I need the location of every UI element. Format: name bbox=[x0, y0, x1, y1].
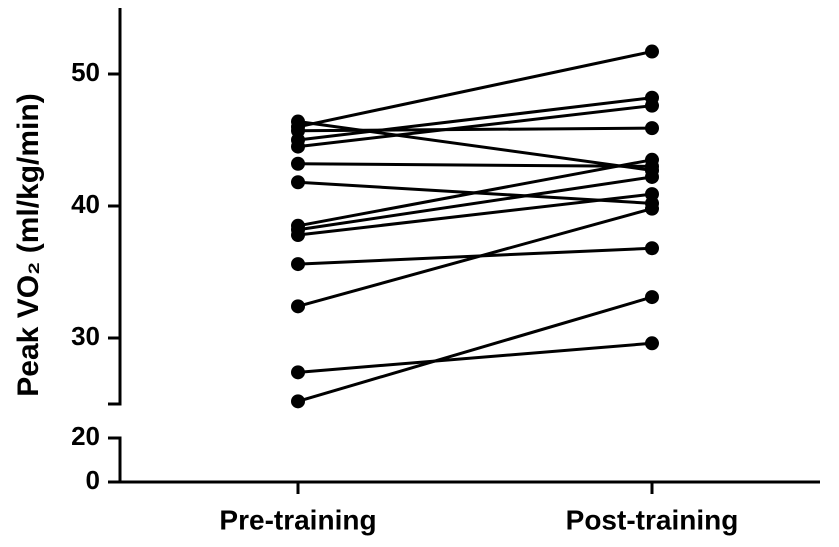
data-point bbox=[291, 394, 305, 409]
data-point bbox=[291, 175, 305, 190]
data-point bbox=[645, 121, 659, 136]
y-axis-upper bbox=[108, 8, 122, 406]
data-point bbox=[645, 152, 659, 167]
data-point bbox=[645, 187, 659, 202]
series-line bbox=[297, 158, 653, 228]
y-tick-label: 20 bbox=[71, 421, 100, 451]
data-point bbox=[291, 257, 305, 272]
data-point bbox=[291, 156, 305, 171]
x-tick-label: Post-training bbox=[566, 504, 739, 535]
data-point bbox=[291, 139, 305, 154]
series-line bbox=[297, 162, 653, 168]
series-line bbox=[297, 104, 653, 149]
y-axis-lower bbox=[108, 436, 820, 484]
data-point bbox=[645, 98, 659, 113]
data-point bbox=[645, 201, 659, 216]
series-line bbox=[297, 126, 653, 133]
data-point bbox=[291, 299, 305, 314]
data-point bbox=[645, 336, 659, 351]
data-point bbox=[645, 44, 659, 59]
series-line bbox=[297, 295, 653, 403]
series-line bbox=[297, 50, 653, 129]
series-line bbox=[297, 96, 653, 142]
series-line bbox=[297, 207, 653, 308]
data-point bbox=[645, 290, 659, 305]
series-line bbox=[297, 341, 653, 374]
data-point bbox=[291, 228, 305, 243]
data-point bbox=[645, 169, 659, 184]
y-tick-label: 50 bbox=[71, 57, 100, 87]
data-point bbox=[291, 365, 305, 380]
series-line bbox=[297, 192, 653, 237]
y-tick-label: 0 bbox=[86, 465, 100, 495]
y-tick-label: 30 bbox=[71, 321, 100, 351]
x-tick-label: Pre-training bbox=[219, 504, 376, 535]
data-point bbox=[645, 241, 659, 256]
y-tick-label: 40 bbox=[71, 189, 100, 219]
series-line bbox=[297, 175, 653, 232]
y-axis-title: Peak VO₂ (ml/kg/min) bbox=[12, 93, 45, 396]
